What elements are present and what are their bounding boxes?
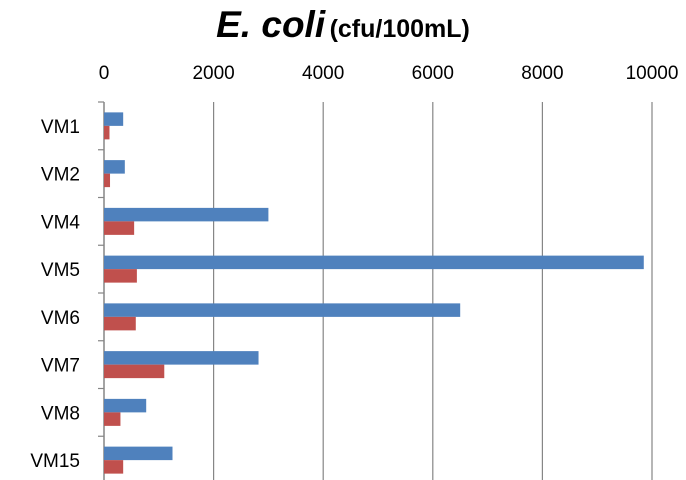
x-tick-label: 4000: [302, 63, 344, 84]
bar-series1-vm7: [104, 351, 259, 365]
bar-series2-vm2: [104, 173, 111, 188]
x-tick-label: 10000: [626, 63, 679, 84]
bar-series1-vm15: [104, 446, 173, 461]
y-tick-label: VM4: [41, 212, 81, 233]
y-tick-label: VM1: [41, 117, 80, 138]
bar-series1-vm8: [104, 398, 147, 413]
bar-series2-vm5: [104, 269, 137, 283]
y-tick-label: VM15: [30, 451, 80, 472]
bar-series2-vm4: [104, 221, 135, 235]
chart-title: E. coli (cfu/100mL): [0, 4, 686, 46]
x-tick-label: 2000: [192, 63, 234, 84]
y-tick-label: VM6: [41, 308, 80, 329]
x-tick-label: 0: [99, 63, 110, 84]
bar-series2-vm15: [104, 460, 124, 474]
y-tick-label: VM5: [41, 260, 80, 281]
chart-title-unit: (cfu/100mL): [329, 15, 470, 43]
chart-title-main: E. coli: [216, 4, 326, 45]
y-tick-label: VM8: [41, 403, 80, 424]
y-tick-label: VM2: [41, 165, 80, 186]
x-tick-label: 8000: [521, 63, 563, 84]
bar-series2-vm7: [104, 364, 165, 379]
bar-series2-vm8: [104, 412, 121, 426]
bar-series1-vm1: [104, 112, 124, 126]
x-tick-label: 6000: [412, 63, 454, 84]
bar-series1-vm6: [104, 303, 461, 317]
bar-series1-vm2: [104, 160, 125, 174]
bar-series1-vm5: [104, 255, 644, 270]
bar-series1-vm4: [104, 207, 269, 222]
y-tick-label: VM7: [41, 356, 80, 377]
bar-series2-vm6: [104, 316, 136, 331]
bar-series2-vm1: [104, 125, 110, 140]
